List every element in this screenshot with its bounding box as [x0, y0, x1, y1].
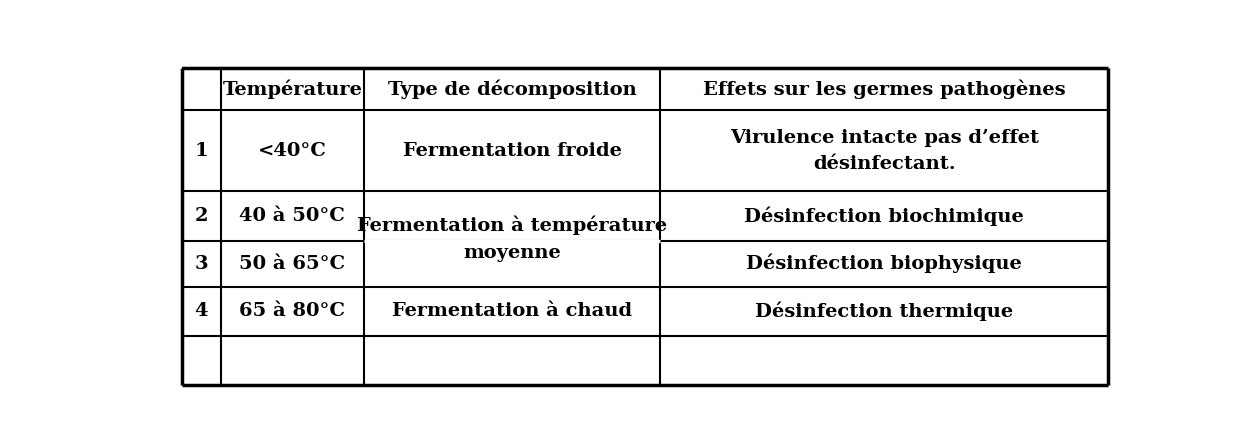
Text: <40°C: <40°C — [258, 142, 327, 160]
Text: Effets sur les germes pathogènes: Effets sur les germes pathogènes — [703, 79, 1066, 99]
Text: Désinfection biophysique: Désinfection biophysique — [746, 254, 1021, 273]
Text: Fermentation froide: Fermentation froide — [403, 142, 621, 160]
Text: Fermentation à chaud: Fermentation à chaud — [392, 302, 633, 320]
Text: Type de décomposition: Type de décomposition — [387, 79, 637, 99]
Text: 2: 2 — [194, 207, 208, 225]
Text: 4: 4 — [194, 302, 208, 320]
Text: 65 à 80°C: 65 à 80°C — [239, 302, 345, 320]
Text: 40 à 50°C: 40 à 50°C — [239, 207, 345, 225]
Text: Désinfection biochimique: Désinfection biochimique — [745, 206, 1024, 226]
Text: 3: 3 — [194, 254, 208, 272]
Text: 50 à 65°C: 50 à 65°C — [239, 254, 346, 272]
Text: Désinfection thermique: Désinfection thermique — [755, 302, 1013, 321]
Text: 1: 1 — [194, 142, 208, 160]
Text: Fermentation à température
moyenne: Fermentation à température moyenne — [357, 216, 667, 262]
Text: Température: Température — [223, 79, 362, 99]
Text: Virulence intacte pas d’effet
désinfectant.: Virulence intacte pas d’effet désinfecta… — [730, 129, 1039, 173]
